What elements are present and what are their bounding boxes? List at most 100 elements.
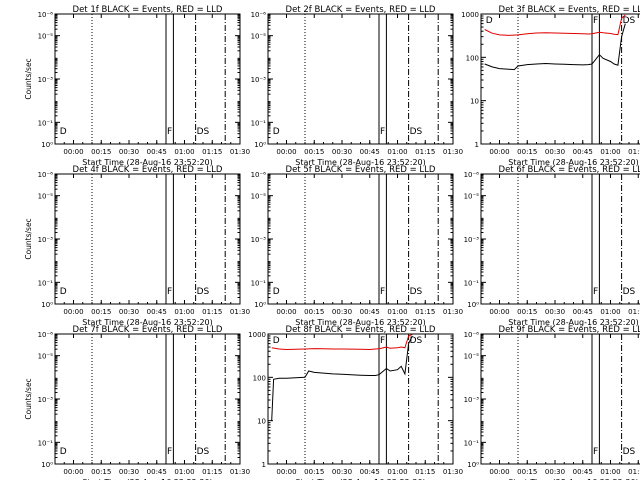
x-tick-label: 01:15 xyxy=(628,308,640,316)
y-tick-label: 10⁻¹ xyxy=(464,439,480,447)
x-tick-label: 01:00 xyxy=(600,468,620,476)
y-tick-label: 10⁰ xyxy=(41,461,53,469)
y-tick-label: 10⁻³ xyxy=(38,76,54,84)
marker-label: DS xyxy=(623,287,636,297)
x-tick-label: 00:00 xyxy=(63,308,83,316)
x-tick-label: 01:15 xyxy=(415,148,435,156)
x-axis-label: Start Time (28-Aug-16 23:52:20) xyxy=(82,318,213,327)
x-axis-label: Start Time (28-Aug-16 23:52:20) xyxy=(295,318,426,327)
y-tick-label: 10⁰ xyxy=(467,301,479,309)
y-tick-label: 1000 xyxy=(248,331,266,339)
marker-label: DS xyxy=(197,447,210,457)
y-tick-label: 10⁻⁵ xyxy=(464,353,480,361)
y-tick-label: 10⁻¹ xyxy=(464,279,480,287)
marker-label: D xyxy=(60,127,67,137)
x-tick-label: 00:45 xyxy=(360,468,380,476)
x-axis-label: Start Time (28-Aug-16 23:52:20) xyxy=(508,478,639,480)
x-axis-label: Start Time (28-Aug-16 23:52:20) xyxy=(82,478,213,480)
y-tick-label: 10⁻³ xyxy=(38,236,54,244)
y-tick-label: 10⁻⁵ xyxy=(464,193,480,201)
x-tick-label: 01:30 xyxy=(230,308,250,316)
x-tick-label: 00:15 xyxy=(517,308,537,316)
marker-label: F xyxy=(593,16,598,26)
x-tick-label: 01:00 xyxy=(600,308,620,316)
x-tick-label: 01:30 xyxy=(230,148,250,156)
y-tick-label: 10⁻¹ xyxy=(251,279,267,287)
y-tick-label: 10⁻⁵ xyxy=(251,33,267,41)
marker-label: D xyxy=(273,336,280,346)
y-tick-label: 1 xyxy=(475,141,479,149)
y-tick-label: 10 xyxy=(257,418,266,426)
x-tick-label: 00:15 xyxy=(304,308,324,316)
x-tick-label: 01:30 xyxy=(443,148,463,156)
marker-label: F xyxy=(380,127,385,137)
marker-label: D xyxy=(273,127,280,137)
plot-frame xyxy=(267,13,454,145)
y-tick-label: 10⁰ xyxy=(41,301,53,309)
x-tick-label: 00:00 xyxy=(63,148,83,156)
y-tick-label: 10⁻³ xyxy=(464,236,480,244)
x-tick-label: 00:00 xyxy=(276,468,296,476)
plot-frame xyxy=(267,333,454,465)
x-tick-label: 00:30 xyxy=(332,468,352,476)
detector-panel: Det 5f BLACK = Events, RED = LLD Start Ti… xyxy=(251,165,464,327)
x-tick-label: 00:30 xyxy=(545,308,565,316)
y-tick-label: 10⁻¹ xyxy=(38,279,54,287)
x-axis-label: Start Time (28-Aug-16 23:52:20) xyxy=(508,158,639,167)
x-tick-label: 01:00 xyxy=(387,148,407,156)
plot-frame xyxy=(480,173,640,305)
x-tick-label: 00:00 xyxy=(63,468,83,476)
detector-panel: Det 6f BLACK = Events, RED = LLD Start Ti… xyxy=(464,165,640,327)
y-tick-label: 10⁻⁵ xyxy=(38,193,54,201)
marker-label: DS xyxy=(197,127,210,137)
y-tick-label: 100 xyxy=(253,374,266,382)
x-tick-label: 01:15 xyxy=(415,308,435,316)
y-tick-label: 10⁻⁶ xyxy=(38,331,54,339)
x-tick-label: 01:00 xyxy=(387,468,407,476)
x-tick-label: 01:15 xyxy=(202,468,222,476)
x-tick-label: 01:15 xyxy=(202,308,222,316)
y-tick-label: 10⁻⁵ xyxy=(38,353,54,361)
x-tick-label: 00:45 xyxy=(147,468,167,476)
x-tick-label: 01:00 xyxy=(600,148,620,156)
y-tick-label: 10⁻⁶ xyxy=(38,11,54,19)
x-tick-label: 01:00 xyxy=(387,308,407,316)
x-tick-label: 00:45 xyxy=(147,308,167,316)
marker-label: F xyxy=(167,447,172,457)
marker-label: DS xyxy=(623,16,636,26)
y-tick-label: 100 xyxy=(466,54,479,62)
x-tick-label: 01:30 xyxy=(230,468,250,476)
marker-label: DS xyxy=(410,336,423,346)
detector-panel: Det 2f BLACK = Events, RED = LLD Start Ti… xyxy=(251,5,464,167)
x-tick-label: 00:15 xyxy=(304,148,324,156)
lld-series-line xyxy=(484,14,626,36)
panel-title: Det 2f BLACK = Events, RED = LLD xyxy=(286,5,436,15)
marker-label: F xyxy=(593,287,598,297)
x-tick-label: 00:30 xyxy=(119,308,139,316)
plot-frame xyxy=(54,333,241,465)
marker-label: F xyxy=(380,287,385,297)
x-tick-label: 01:15 xyxy=(628,148,640,156)
y-tick-label: 10⁻¹ xyxy=(38,119,54,127)
x-tick-label: 00:30 xyxy=(119,148,139,156)
marker-label: DS xyxy=(410,287,423,297)
y-tick-label: 10⁻⁶ xyxy=(38,171,54,179)
x-tick-label: 01:00 xyxy=(174,308,194,316)
y-tick-label: 10⁻⁵ xyxy=(38,33,54,41)
marker-label: DS xyxy=(197,287,210,297)
panel-title: Det 4f BLACK = Events, RED = LLD xyxy=(73,165,223,175)
x-tick-label: 00:15 xyxy=(517,148,537,156)
y-tick-label: 10⁻¹ xyxy=(251,119,267,127)
marker-label: DS xyxy=(410,127,423,137)
y-tick-label: 10⁰ xyxy=(254,141,266,149)
marker-label: D xyxy=(60,447,67,457)
detector-panel: Det 8f BLACK = Events, RED = LLD Start Ti… xyxy=(248,325,463,480)
marker-label: D xyxy=(60,287,67,297)
marker-label: F xyxy=(593,447,598,457)
x-axis-label: Start Time (28-Aug-16 23:52:20) xyxy=(82,158,213,167)
y-tick-label: 10⁻³ xyxy=(251,76,267,84)
x-axis-label: Start Time (28-Aug-16 23:52:20) xyxy=(295,478,426,480)
y-tick-label: 10⁻⁶ xyxy=(464,171,480,179)
y-tick-label: 10 xyxy=(470,98,479,106)
